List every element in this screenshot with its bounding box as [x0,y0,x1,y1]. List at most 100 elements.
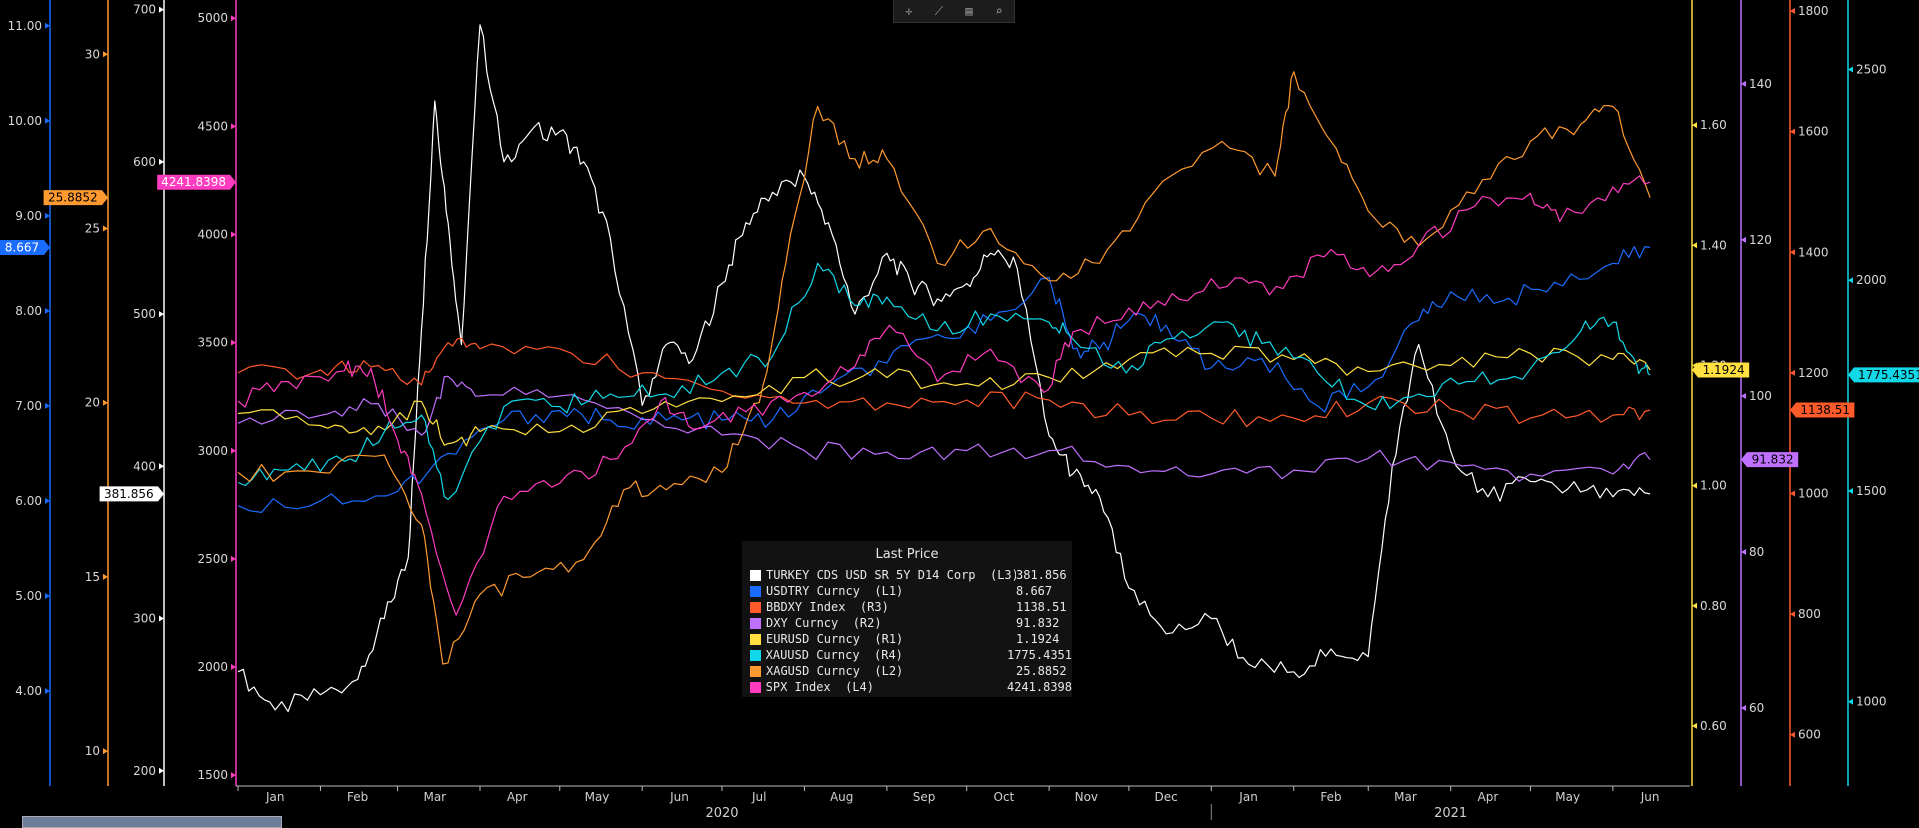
tick-label-r3: 800 [1798,607,1821,621]
axis-tick-l1 [45,307,50,314]
draw-icon[interactable]: ⟋ [934,3,944,18]
tick-label-r2: 140 [1749,77,1772,91]
axis-tick-l1 [45,117,50,124]
legend-series-name: TURKEY CDS USD SR 5Y D14 Corp (L3) [766,568,1016,582]
last-price-badge-r3 [1790,402,1855,418]
tick-label-r1: 0.80 [1700,599,1727,613]
tick-label-l1: 10.00 [8,114,42,128]
axis-tick-r4 [1848,487,1853,494]
series-line [237,71,1651,665]
x-month-label: Apr [1478,790,1499,804]
tick-label-l4: 4000 [197,227,228,241]
last-price-badges: 8.667 25.8852 381.856 4241.8398 1.1924 91.832… [0,174,1919,502]
series-line [237,345,1651,447]
tick-label-l1: 4.00 [15,684,42,698]
axis-tick-l2 [103,573,108,580]
tick-label-l2: 30 [85,47,100,61]
horizontal-scrollbar[interactable] [22,816,282,828]
axis-tick-l1 [45,687,50,694]
legend-entry[interactable]: XAUUSD Curncy (R4) 1775.4351 [742,647,1072,663]
tick-label-l1: 9.00 [15,209,42,223]
tick-label-r3: 1000 [1798,487,1829,501]
last-price-label-l4: 4241.8398 [161,175,226,189]
tick-label-l1: 11.00 [8,19,42,33]
tick-label-r1: 1.00 [1700,479,1727,493]
zoom-icon[interactable]: ⌕ [995,4,1003,18]
axis-tick-r1 [1692,722,1697,729]
legend-series-name: USDTRY Curncy (L1) [766,584,904,598]
axis-tick-r4 [1848,277,1853,284]
crosshair-icon[interactable]: ✛ [905,4,913,18]
tick-label-r3: 1600 [1798,125,1829,139]
legend-series-value: 1.1924 [1016,632,1060,646]
tick-label-r2: 100 [1749,389,1772,403]
tick-label-l4: 4500 [197,119,228,133]
tick-label-r2: 80 [1749,545,1764,559]
series-layer [237,24,1651,713]
tick-label-r2: 120 [1749,233,1772,247]
axis-tick-l1 [45,402,50,409]
axis-tick-r1 [1692,482,1697,489]
legend-entry[interactable]: EURUSD Curncy (R1) 1.1924 [742,631,1072,647]
last-price-badge-r4 [1848,367,1919,383]
legend-entry[interactable]: TURKEY CDS USD SR 5Y D14 Corp (L3) 381.85… [742,567,1072,583]
axes-layer: 4.00 5.00 6.00 7.00 8.00 9.00 10.00 11.00 10 15 20… [8,0,1887,786]
axis-tick-r3 [1790,611,1795,618]
tick-label-r1: 1.60 [1700,118,1727,132]
x-month-label: Jul [751,790,766,804]
x-month-label: Nov [1075,790,1098,804]
x-month-label: May [585,790,610,804]
axis-tick-l4 [231,447,236,454]
x-month-label: Feb [347,790,368,804]
axis-tick-l3 [159,463,164,470]
tick-label-r4: 2500 [1856,62,1887,76]
axis-tick-l4 [231,339,236,346]
last-price-badge-r1 [1692,362,1750,378]
axis-tick-l1 [45,497,50,504]
legend-entry[interactable]: SPX Index (L4) 4241.8398 [742,679,1072,695]
x-month-label: Jan [1238,790,1258,804]
legend-series-name: XAGUSD Curncy (L2) [766,664,904,678]
legend-entry[interactable]: USDTRY Curncy (L1) 8.667 [742,583,1072,599]
tick-label-l3: 500 [133,307,156,321]
axis-tick-r3 [1790,490,1795,497]
x-month-label: Mar [423,790,446,804]
tick-label-l2: 20 [85,396,100,410]
legend-entry[interactable]: DXY Curncy (R2) 91.832 [742,615,1072,631]
x-month-label: May [1555,790,1580,804]
tick-label-l2: 10 [85,744,100,758]
legend-series-value: 381.856 [1016,568,1067,582]
axis-tick-r1 [1692,242,1697,249]
x-month-label: Dec [1154,790,1177,804]
axis-tick-l3 [159,615,164,622]
axis-tick-r4 [1848,698,1853,705]
legend-entry[interactable]: BBDXY Index (R3) 1138.51 [742,599,1072,615]
legend-series-name: XAUUSD Curncy (R4) [765,648,903,662]
axis-tick-r2 [1741,80,1746,87]
axis-tick-r3 [1790,8,1795,15]
axis-tick-l4 [231,15,236,22]
axis-tick-l1 [45,22,50,29]
legend-title: Last Price [875,547,939,562]
last-price-label-l1: 8.667 [5,240,39,254]
last-price-badge-l2 [43,190,108,206]
legend-swatch [750,585,761,597]
x-month-label: Aug [830,790,853,804]
axis-tick-l2 [103,399,108,406]
legend-series-value: 1775.4351 [1006,648,1072,662]
tick-label-l4: 3500 [197,336,228,350]
legend-series-value: 25.8852 [1016,664,1067,678]
x-month-label: Mar [1394,790,1417,804]
tick-label-l3: 400 [133,459,156,473]
axis-tick-l3 [159,158,164,165]
x-month-label: Jun [1640,790,1660,804]
legend-series-name: DXY Curncy (R2) [766,616,882,630]
legend-entry[interactable]: XAGUSD Curncy (L2) 25.8852 [742,663,1072,679]
table-icon[interactable]: ▤ [965,4,973,18]
legend-swatch [750,665,761,677]
tick-label-l1: 7.00 [15,399,42,413]
axis-tick-r3 [1790,128,1795,135]
series-line [237,262,1651,500]
axis-tick-r3 [1790,249,1795,256]
